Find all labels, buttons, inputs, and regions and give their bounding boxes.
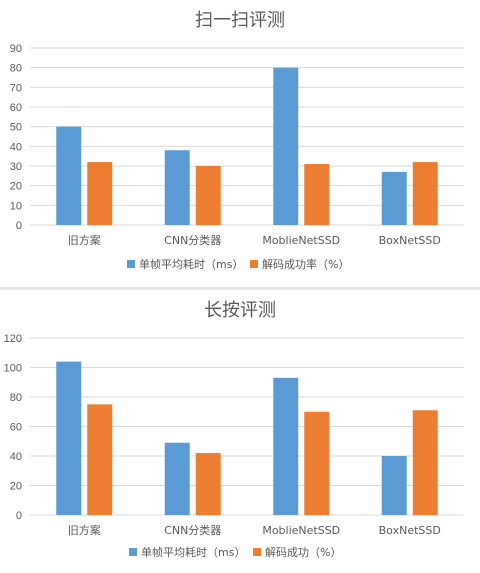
category-label: BoxNetSSD <box>379 524 441 537</box>
legend-label: 单帧平均耗时（ms） <box>139 257 243 271</box>
bar-decode-success <box>87 162 113 225</box>
y-tick-label: 60 <box>10 422 22 434</box>
bar-avg-frame-time <box>381 171 407 225</box>
bar-avg-frame-time <box>56 126 82 225</box>
bar-decode-success <box>195 166 221 225</box>
y-tick-label: 10 <box>10 200 22 212</box>
legend-label: 解码成功率（%） <box>262 257 349 271</box>
bar-decode-success <box>195 453 221 515</box>
bar-decode-success <box>412 410 438 515</box>
y-tick-label: 50 <box>10 122 22 134</box>
bar-decode-success <box>87 404 113 515</box>
chart-divider <box>0 287 480 290</box>
category-label: BoxNetSSD <box>379 234 441 247</box>
y-tick-label: 30 <box>10 161 22 173</box>
bar-avg-frame-time <box>381 456 407 515</box>
chart-title: 扫一扫评测 <box>195 10 285 31</box>
category-label: MoblieNetSSD <box>262 234 340 247</box>
category-label: 旧方案 <box>68 523 101 537</box>
legend-swatch <box>127 260 135 268</box>
y-tick-label: 90 <box>10 43 22 55</box>
category-label: MoblieNetSSD <box>262 524 340 537</box>
category-label: 旧方案 <box>68 233 101 247</box>
legend-swatch <box>253 548 261 556</box>
chart-title: 长按评测 <box>204 300 276 321</box>
legend-label: 解码成功（%） <box>265 545 341 559</box>
bar-avg-frame-time <box>164 150 190 225</box>
bar-decode-success <box>412 162 438 225</box>
bar-avg-frame-time <box>164 442 190 515</box>
category-label: CNN分类器 <box>164 523 221 537</box>
bar-decode-success <box>304 411 330 515</box>
y-tick-label: 40 <box>10 141 22 153</box>
y-tick-label: 20 <box>10 181 22 193</box>
chart-svg: 长按评测 0 20 40 60 80 100 120 旧方案 CNN分类器 MoblieNetSSD… <box>4 300 464 559</box>
y-tick-label: 80 <box>10 63 22 75</box>
chart-svg: 扫一扫评测 0 10 20 30 40 50 60 70 80 90 旧方案 CNN分类器 MoblieN… <box>10 10 464 271</box>
bar-avg-frame-time <box>273 67 299 226</box>
y-tick-label: 120 <box>4 333 22 345</box>
y-tick-label: 0 <box>16 220 22 232</box>
bar-decode-success <box>304 164 330 225</box>
legend-label: 单帧平均耗时（ms） <box>141 545 245 559</box>
chart-scan-evaluation: 扫一扫评测 0 10 20 30 40 50 60 70 80 90 旧方案 CNN分类器 MoblieN… <box>10 10 464 271</box>
y-tick-label: 80 <box>10 392 22 404</box>
bar-avg-frame-time <box>56 361 82 515</box>
y-tick-label: 40 <box>10 451 22 463</box>
bar-avg-frame-time <box>273 377 299 515</box>
y-tick-label: 0 <box>16 510 22 522</box>
y-tick-label: 70 <box>10 82 22 94</box>
y-tick-label: 100 <box>4 363 22 375</box>
legend-swatch <box>250 260 258 268</box>
category-label: CNN分类器 <box>164 233 221 247</box>
y-tick-label: 60 <box>10 102 22 114</box>
chart-longpress-evaluation: 长按评测 0 20 40 60 80 100 120 旧方案 CNN分类器 MoblieNetSSD… <box>0 290 480 573</box>
y-tick-label: 20 <box>10 481 22 493</box>
legend-swatch <box>129 548 137 556</box>
